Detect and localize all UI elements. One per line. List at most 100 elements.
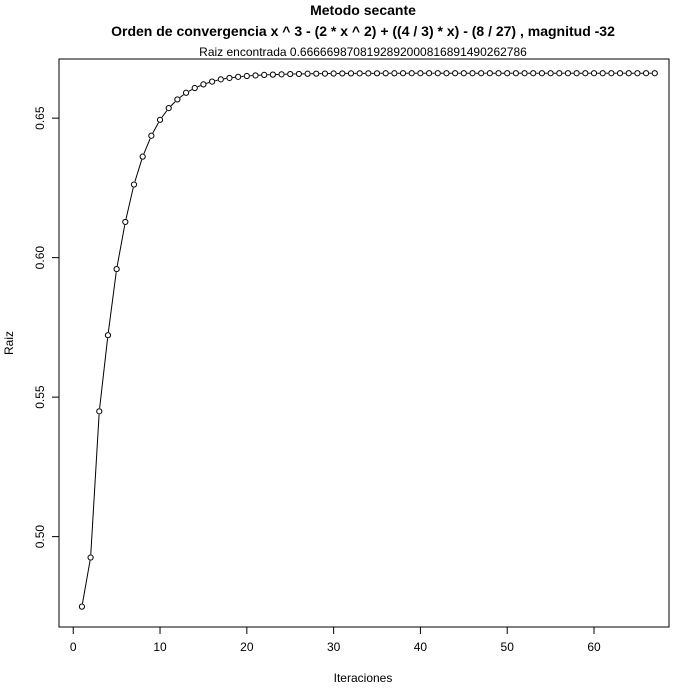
data-point: [582, 70, 589, 77]
series-line-segment: [90, 414, 100, 555]
x-axis: 0 10 20 30 40 50 60: [70, 626, 601, 654]
series-line-segment: [99, 338, 109, 409]
data-point: [599, 70, 606, 77]
data-point: [608, 70, 615, 77]
series-line-segment: [134, 159, 143, 182]
data-point: [504, 70, 511, 77]
data-point: [217, 76, 224, 83]
x-tick-label: 10: [153, 640, 167, 654]
y-tick-label: 0.50: [33, 525, 47, 549]
x-tick-label: 30: [327, 640, 341, 654]
data-point: [356, 70, 363, 77]
x-tick-label: 50: [501, 640, 515, 654]
data-point: [269, 71, 276, 78]
data-point: [165, 105, 172, 112]
data-point: [460, 70, 467, 77]
data-point: [547, 70, 554, 77]
data-point: [252, 72, 259, 79]
data-point: [425, 70, 433, 77]
data-point: [321, 70, 329, 77]
data-point: [122, 218, 129, 226]
data-point: [642, 70, 650, 77]
data-point: [287, 70, 294, 78]
chart-annotation: Raiz encontrada 0.6666698708192892000816…: [199, 45, 527, 59]
series-line-segment: [125, 187, 134, 219]
x-tick-label: 60: [587, 640, 601, 654]
series-line-segment: [215, 79, 218, 82]
y-axis-label: Raiz: [2, 331, 16, 355]
series-raiz: [78, 70, 658, 610]
series-line-segment: [81, 560, 91, 604]
data-point: [486, 70, 493, 77]
data-point: [443, 70, 450, 77]
series-line-segment: [116, 224, 126, 267]
plot-area: [58, 58, 670, 628]
data-point: [78, 603, 86, 610]
data-point: [278, 71, 285, 78]
data-point: [295, 70, 303, 78]
data-point: [104, 332, 112, 339]
data-point: [347, 70, 355, 77]
y-axis: 0.50 0.55 0.60 0.65: [33, 106, 60, 549]
data-point: [625, 70, 632, 77]
data-point: [96, 408, 103, 415]
data-point: [365, 70, 372, 77]
data-point: [87, 554, 94, 561]
data-point: [339, 70, 346, 77]
data-point: [191, 84, 198, 92]
series-line-segment: [179, 94, 184, 98]
data-point: [313, 70, 320, 77]
data-point: [373, 70, 381, 77]
data-point: [478, 70, 485, 77]
data-point: [651, 70, 658, 77]
data-point: [261, 71, 268, 79]
data-point: [521, 70, 528, 77]
data-point: [408, 70, 415, 77]
y-tick-label: 0.60: [33, 246, 47, 270]
data-point: [113, 265, 120, 273]
data-point: [495, 70, 502, 77]
data-point: [452, 70, 459, 77]
data-point: [200, 81, 207, 88]
data-point: [573, 70, 580, 77]
data-point: [235, 73, 242, 80]
data-point: [556, 70, 563, 77]
data-point: [391, 70, 398, 77]
data-point: [304, 70, 311, 77]
series-line-segment: [107, 272, 117, 333]
data-point: [616, 70, 624, 77]
data-point: [139, 153, 146, 160]
data-point: [469, 70, 476, 77]
data-point: [399, 70, 407, 77]
data-point: [434, 70, 441, 77]
data-point: [330, 70, 337, 77]
chart-subtitle: Orden de convergencia x ^ 3 - (2 * x ^ 2…: [111, 23, 615, 39]
data-point: [226, 74, 233, 82]
data-point: [530, 70, 537, 77]
data-point: [634, 70, 641, 77]
data-point: [564, 70, 572, 77]
series-line-segment: [170, 101, 176, 107]
x-tick-label: 0: [70, 640, 77, 654]
y-tick-label: 0.55: [33, 385, 47, 409]
data-point: [174, 96, 181, 103]
data-point: [382, 70, 389, 77]
x-axis-label: Iteraciones: [334, 671, 393, 685]
data-point: [243, 72, 250, 80]
data-point: [209, 78, 216, 85]
data-point: [417, 70, 424, 77]
data-point: [156, 116, 164, 123]
data-point: [148, 132, 155, 139]
series-line-segment: [143, 138, 151, 154]
data-point: [538, 70, 546, 77]
chart-title: Metodo secante: [310, 2, 416, 18]
x-tick-label: 40: [414, 640, 428, 654]
data-point: [182, 89, 190, 96]
series-line-segment: [152, 122, 159, 134]
series-line-segment: [188, 89, 193, 92]
series-line-segment: [161, 110, 168, 118]
series-line-segment: [197, 85, 201, 88]
data-point: [590, 70, 598, 77]
data-point: [130, 181, 138, 188]
